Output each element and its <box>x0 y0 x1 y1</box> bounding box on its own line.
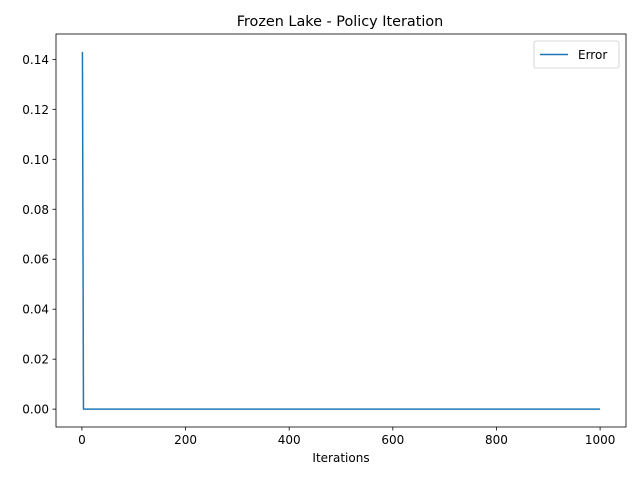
plot-area <box>56 34 626 427</box>
chart-title: Frozen Lake - Policy Iteration <box>237 14 444 30</box>
legend-label-error: Error <box>578 48 607 62</box>
x-axis-label: Iterations <box>312 451 369 465</box>
y-tick-label: 0.06 <box>22 253 49 267</box>
y-tick-label: 0.04 <box>22 303 49 317</box>
x-tick-label: 400 <box>278 433 301 447</box>
y-axis-ticks: 0.00 0.02 0.04 0.06 0.08 0.10 0.12 0.14 <box>22 53 56 417</box>
legend: Error <box>533 40 620 69</box>
plot-frame <box>55 33 627 428</box>
y-tick-label: 0.10 <box>22 153 49 167</box>
x-tick-label: 800 <box>485 433 508 447</box>
y-tick-label: 0.02 <box>22 353 49 367</box>
x-tick-label: 600 <box>381 433 404 447</box>
x-tick-label: 1000 <box>585 433 616 447</box>
y-tick-label: 0.12 <box>22 103 49 117</box>
x-tick-label: 0 <box>78 433 86 447</box>
x-tick-label: 200 <box>174 433 197 447</box>
y-tick-label: 0.00 <box>22 403 49 417</box>
x-axis-ticks: 0 200 400 600 800 1000 <box>78 427 615 447</box>
legend-box <box>533 40 620 69</box>
y-tick-label: 0.08 <box>22 203 49 217</box>
y-tick-label: 0.14 <box>22 53 49 67</box>
series-layer <box>81 51 601 410</box>
series-line-error <box>81 51 601 410</box>
